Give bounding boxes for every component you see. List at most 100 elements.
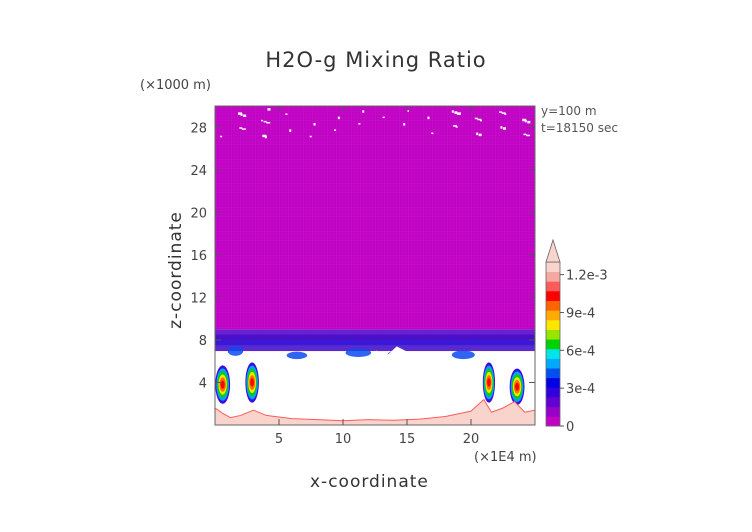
upper-speck [243,114,247,118]
upper-speck [309,135,312,138]
moist-band [215,339,535,346]
colorbar-tick-label: 3e-4 [566,382,595,397]
moist-band [215,345,535,352]
colorbar-swatch [546,300,560,311]
colorbar-swatch [546,310,560,321]
annotation-time: t=18150 sec [541,121,618,135]
upper-speck [501,112,506,114]
upper-speck [526,134,531,137]
colorbar-swatch [546,358,560,369]
upper-speck [455,126,458,128]
colorbar-swatch [546,339,560,350]
y-axis-ticks: 4 8 12 16 20 24 28 [190,121,535,391]
upper-speck [522,118,527,122]
x-axis-label: x-coordinate [310,472,429,492]
y-tick-label: 12 [190,291,207,306]
y-tick-label: 20 [190,206,207,221]
x-tick-label: 5 [275,432,283,447]
convective-column [487,378,491,387]
upper-speck [454,111,458,114]
y-tick-label: 4 [199,376,207,391]
upper-speck [337,116,340,120]
colorbar-tick-label: 1.2e-3 [566,269,608,284]
upper-speck [504,113,507,115]
y-tick-label: 24 [190,164,207,179]
upper-speck [382,116,385,119]
upper-speck [313,123,316,126]
colorbar-swatch [546,377,560,388]
plot-border [214,105,536,426]
moist-band [215,329,535,336]
y-axis-unit: (×1000 m) [140,78,211,93]
x-tick-label: 15 [399,432,416,447]
upper-speck [427,116,430,120]
upper-speck [262,134,267,138]
upper-region-texture [215,106,535,330]
x-tick-label: 20 [463,432,480,447]
upper-speck [285,113,288,115]
upper-speck [239,127,243,129]
moist-patch [227,346,244,356]
upper-speck [263,120,267,123]
colorbar-swatch [546,348,560,359]
upper-speck [407,110,409,112]
upper-speck [451,110,454,113]
colorbar: 0 3e-4 6e-4 9e-4 1.2e-3 [545,238,608,435]
colorbar-swatch [546,397,560,408]
upper-speck [431,132,434,135]
y-tick-label: 28 [190,121,207,136]
x-axis-ticks: 5 10 15 20 [275,106,479,447]
y-tick-label: 8 [199,334,207,349]
upper-speck [474,117,478,120]
upper-speck [456,112,461,115]
moist-patch [286,351,308,360]
upper-speck [527,120,531,124]
upper-speck [479,119,482,122]
upper-speck [478,133,482,137]
colorbar-swatch [546,281,560,292]
colorbar-swatch [546,290,560,301]
colorbar-extend-arrow [545,238,561,263]
upper-speck [403,123,406,126]
colorbar-tick-label: 9e-4 [566,306,595,321]
moist-band [215,334,535,341]
upper-speck [362,110,365,113]
upper-speck [500,126,503,129]
upper-speck [334,129,337,131]
colorbar-swatch [546,387,560,398]
chart-title: H2O-g Mixing Ratio [265,48,487,72]
upper-speck [523,133,527,136]
convective-column [515,382,520,391]
colorbar-swatch [546,271,560,282]
x-tick-label: 10 [335,432,352,447]
colorbar-swatch [546,416,560,427]
upper-speck [358,123,361,125]
surface-layer [214,398,536,426]
data-field [214,106,536,426]
colorbar-tick-label: 6e-4 [566,344,595,359]
upper-speck [476,132,479,136]
upper-speck [503,127,506,130]
x-axis-unit: (×1E4 m) [474,450,537,465]
upper-speck [289,129,292,132]
convective-column [220,380,225,389]
upper-speck [499,111,503,113]
upper-speck [267,108,271,111]
upper-speck [453,125,458,127]
moist-patch [345,348,372,357]
upper-speck [220,135,223,138]
upper-speck [261,119,264,122]
annotation-y-position: y=100 m [541,104,597,118]
convective-column [250,378,255,387]
colorbar-swatch [546,368,560,379]
masked-edge [522,359,535,420]
moist-patch [451,350,475,360]
upper-speck [477,118,482,121]
colorbar-swatch [546,262,560,273]
upper-speck [266,121,271,124]
plot-frame [214,105,536,426]
upper-speck [241,128,246,130]
y-tick-label: 16 [190,249,207,264]
colorbar-swatch [546,406,560,417]
